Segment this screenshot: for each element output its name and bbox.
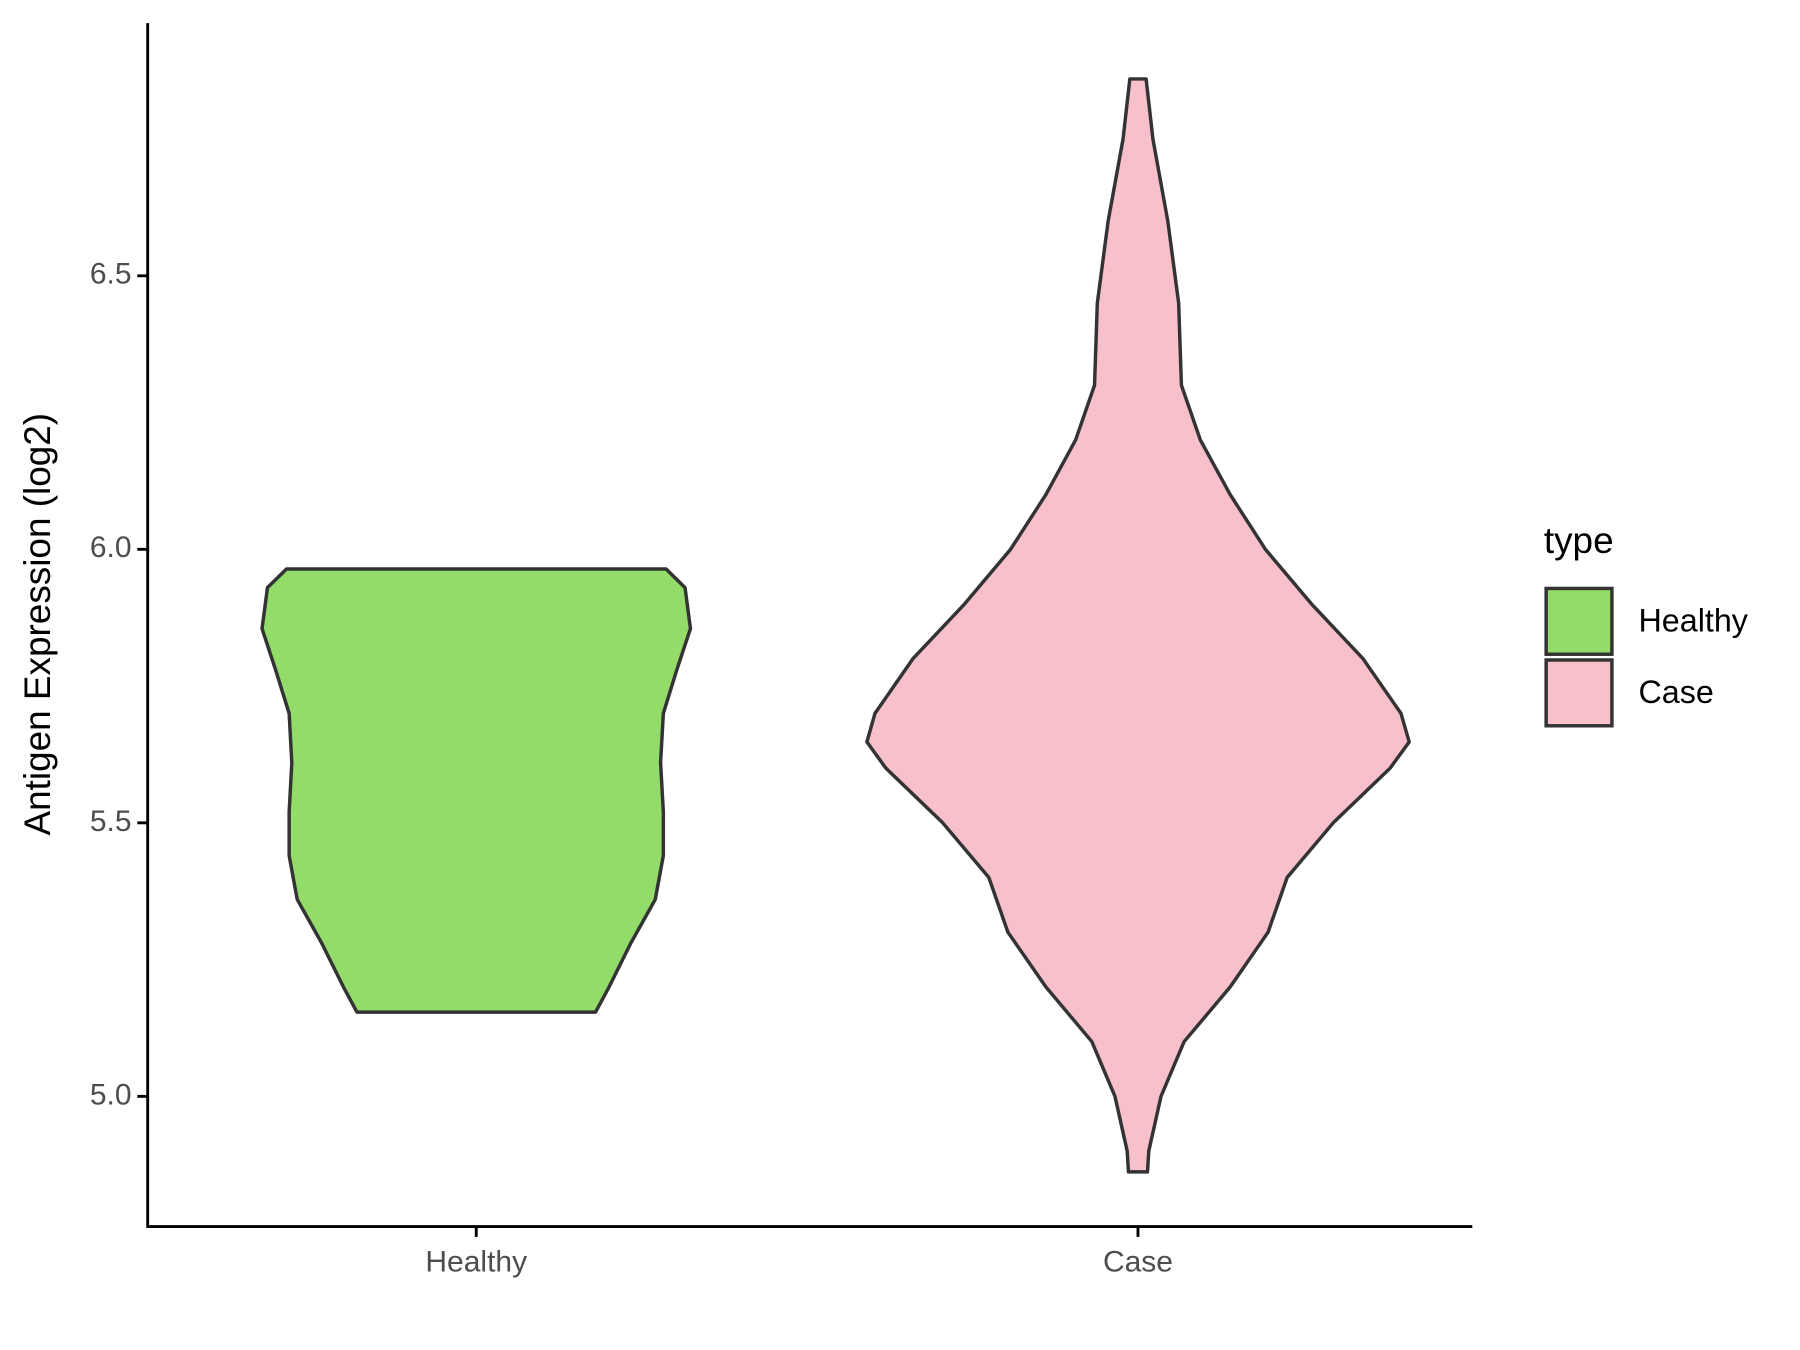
y-tick-label: 6.5 [90,258,132,291]
violin [260,567,693,1014]
legend-key [1544,658,1614,728]
legend-label: Case [1638,674,1713,710]
legend-label: Healthy [1638,603,1748,639]
y-axis-title: Antigen Expression (log2) [17,413,58,836]
x-tick-label: Case [1103,1245,1173,1278]
y-tick-label: 6.0 [90,531,132,564]
y-tick-label: 5.5 [90,805,132,838]
violin [865,77,1411,1174]
y-tick-label: 5.0 [90,1078,132,1111]
legend-title: type [1544,520,1614,561]
x-tick-label: Healthy [425,1245,527,1278]
legend-key [1544,586,1614,656]
